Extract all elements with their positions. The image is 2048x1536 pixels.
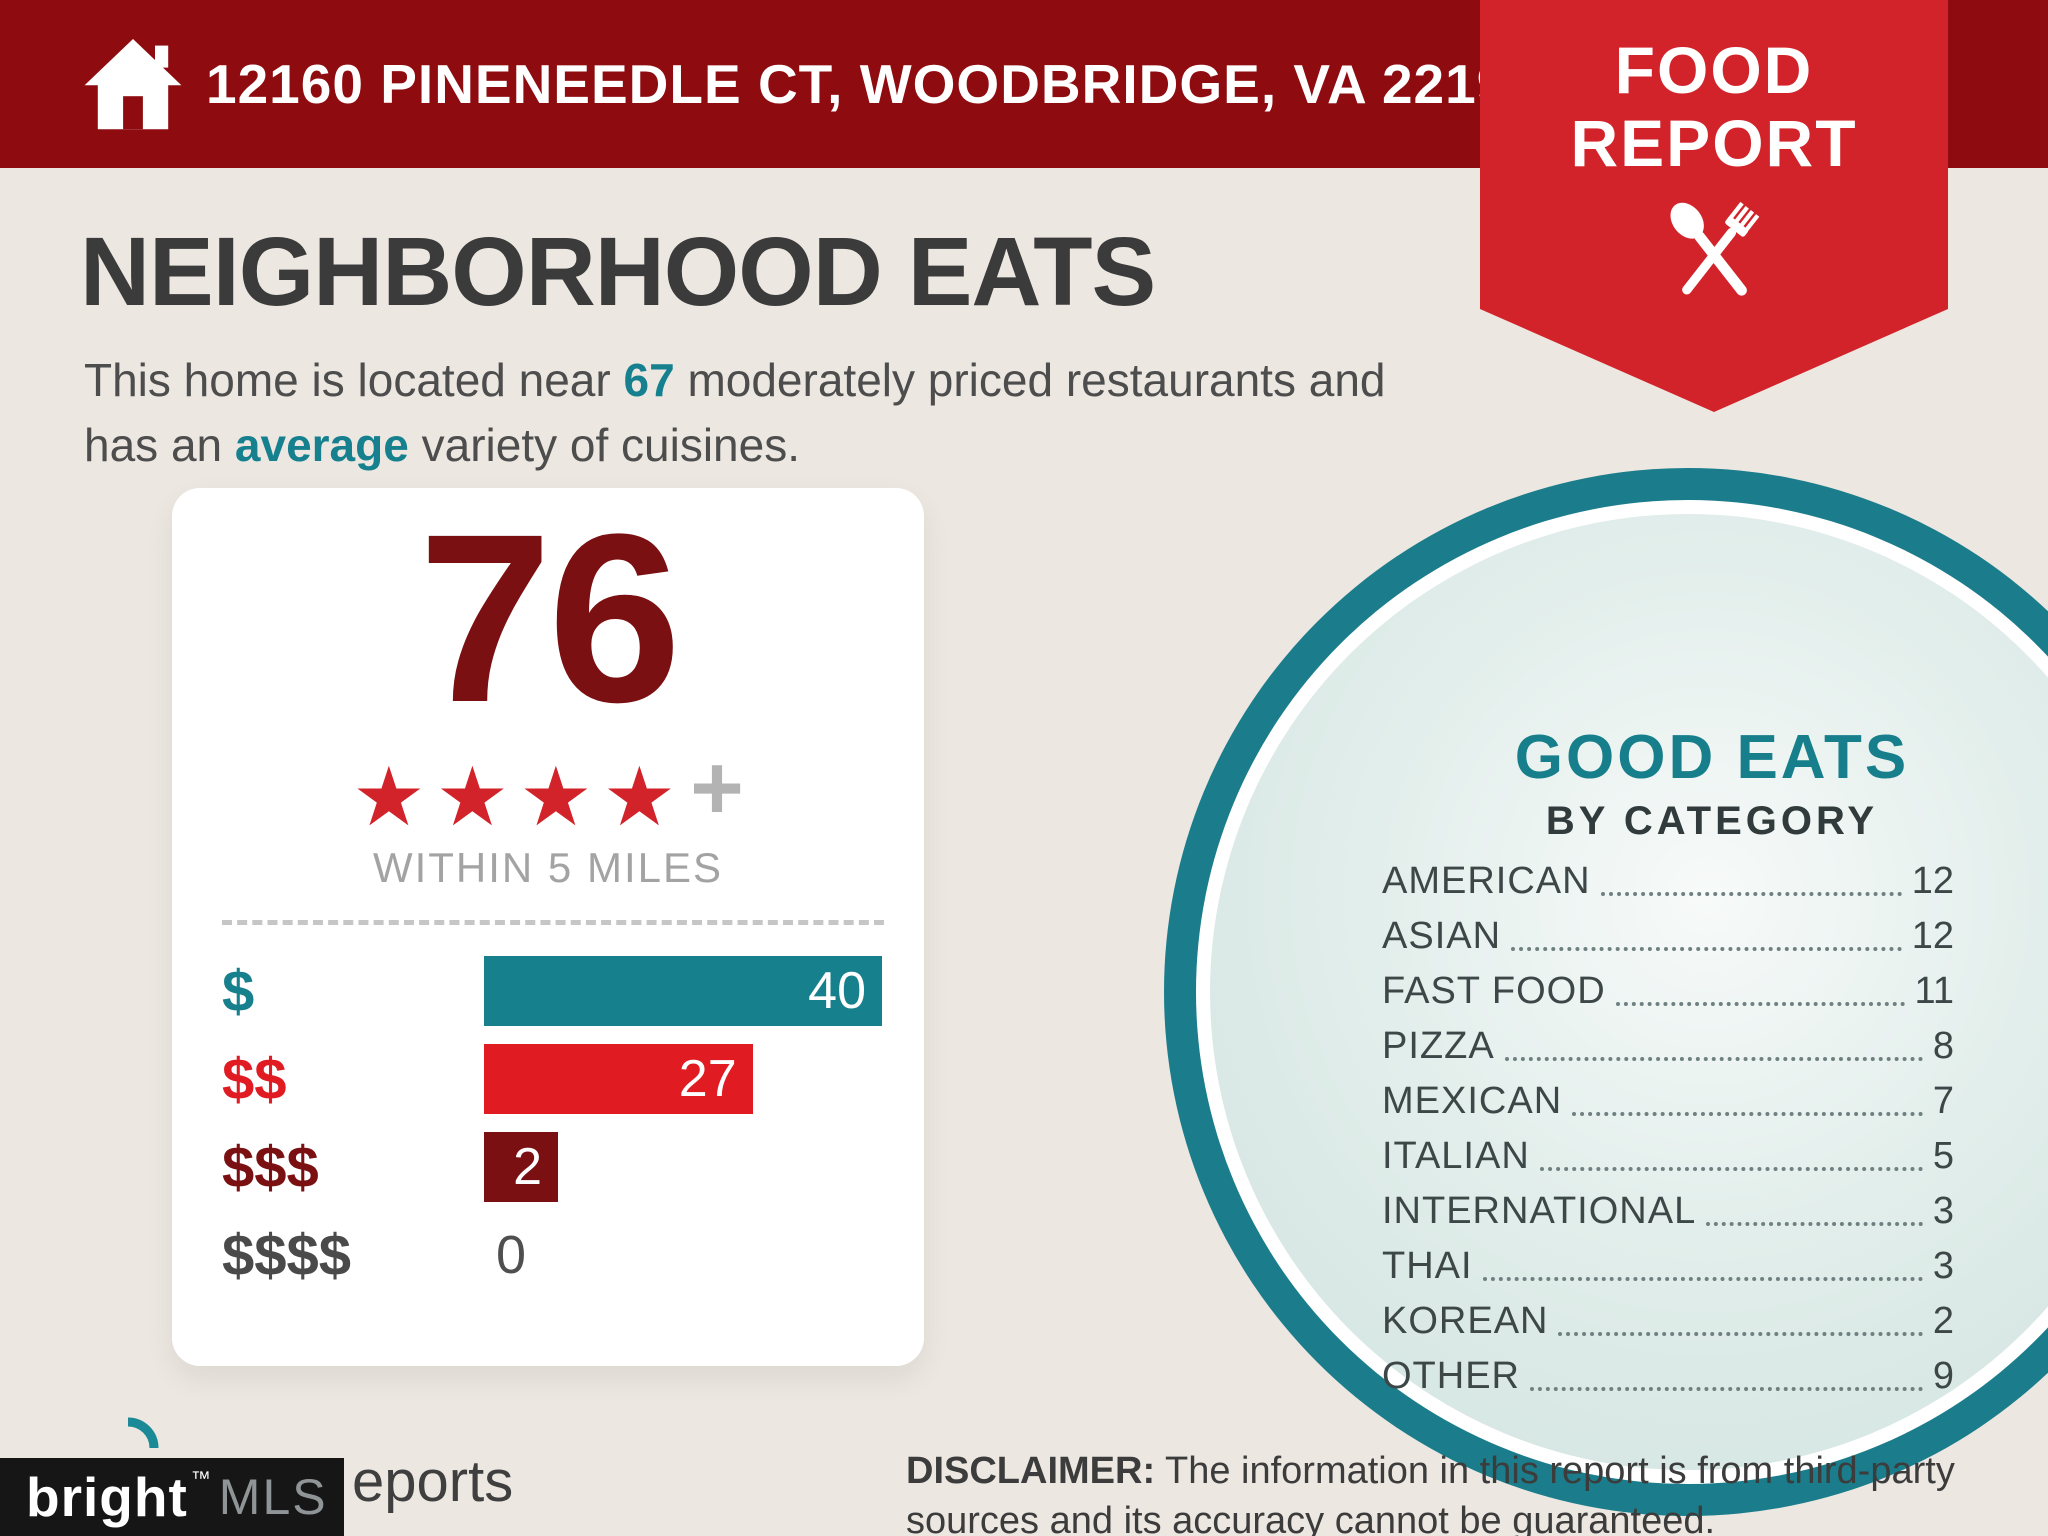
category-list: AMERICAN 12 ASIAN 12 FAST FOOD 11 PIZZA 8 MEXICA… [1382,854,1954,1404]
category-count: 3 [1932,1190,1954,1232]
category-count: 5 [1932,1135,1954,1177]
dotted-leader [1511,947,1902,951]
category-count: 8 [1932,1025,1954,1067]
category-row: MEXICAN 7 [1382,1074,1954,1129]
dotted-leader [1706,1222,1923,1226]
bar-value: 40 [808,962,866,1020]
price-tier-label: $$$$ [222,1222,352,1288]
category-label: PIZZA [1382,1025,1495,1067]
bar-value: 0 [496,1225,527,1285]
divider-dashed [222,920,884,925]
disclaimer: DISCLAIMER: The information in this repo… [906,1446,1986,1536]
category-row: FAST FOOD 11 [1382,964,1954,1019]
circle-white-ring [1196,500,2048,1484]
category-label: ITALIAN [1382,1135,1530,1177]
price-tier-label: $$ [222,1046,287,1112]
reports-logo-icon [96,1416,160,1480]
category-label: OTHER [1382,1355,1520,1397]
category-row: KOREAN 2 [1382,1294,1954,1349]
price-bar-row: $$$ 2 [222,1132,884,1202]
price-bar-row: $$ 27 [222,1044,884,1114]
spoon-fork-icon [1648,189,1780,321]
good-eats-panel: GOOD EATS BY CATEGORY [1362,722,2048,844]
category-count: 2 [1932,1300,1954,1342]
food-score: 76 [418,484,682,752]
plus-icon: + [690,737,744,839]
dotted-leader [1504,1057,1923,1061]
radius-label: WITHIN 5 MILES [372,844,724,891]
category-count: 11 [1914,970,1954,1012]
price-bar-row: $40 [222,956,884,1026]
intro-segment: moderately priced restaurants and [674,354,1386,406]
category-row: PIZZA 8 [1382,1019,1954,1074]
restaurant-count: 67 [623,354,675,406]
bar-track: 0 [484,1220,884,1290]
intro-segment: has an [84,419,235,472]
bar-track: 27 [484,1044,884,1114]
bright-mls-logo: bright ™ MLS [0,1458,344,1536]
category-label: AMERICAN [1382,860,1591,902]
dotted-leader [1600,892,1902,896]
category-label: KOREAN [1382,1300,1549,1342]
dotted-leader [1530,1387,1923,1391]
category-count: 12 [1911,860,1954,902]
home-icon [78,28,188,138]
price-bars: $40 $$ 27 $$$ 2 $$$$ 0 [222,956,884,1308]
bar-fill: 2 [484,1132,558,1202]
category-count: 9 [1932,1355,1954,1397]
category-count: 3 [1932,1245,1954,1287]
bright-logo-text: bright [26,1466,188,1528]
bar-fill: 40 [484,956,882,1026]
circle-inner-fill [1210,514,2048,1470]
intro-segment: This home is located near [84,354,624,406]
price-bar-row: $$$$ 0 [222,1220,884,1290]
disclaimer-label: DISCLAIMER: [906,1450,1156,1492]
bar-fill: 27 [484,1044,753,1114]
good-eats-title: GOOD EATS [1514,723,1910,792]
disclaimer-text: The information in this report is from t… [906,1450,1955,1536]
dotted-leader [1539,1167,1923,1171]
category-label: THAI [1382,1245,1473,1287]
trademark-symbol: ™ [190,1468,211,1490]
property-address: 12160 PINENEEDLE CT, WOODBRIDGE, VA 2219… [206,53,1540,115]
category-label: FAST FOOD [1382,970,1606,1012]
badge-title-line1: FOOD [1614,33,1814,107]
bar-track: 2 [484,1132,884,1202]
star-icons: ★★★★ [352,752,687,843]
category-row: AMERICAN 12 [1382,854,1954,909]
category-count: 12 [1911,915,1954,957]
good-eats-subtitle: BY CATEGORY [1545,799,1879,843]
category-row: INTERNATIONAL 3 [1382,1184,1954,1239]
category-row: ASIAN 12 [1382,909,1954,964]
category-row: ITALIAN 5 [1382,1129,1954,1184]
dotted-leader [1482,1277,1923,1281]
good-eats-circle [1164,468,2048,1516]
price-tier-label: $$$ [222,1134,319,1200]
bar-value: 27 [678,1050,737,1108]
score-card: 76 ★★★★+ WITHIN 5 MILES $40 $$ 27 $$$ 2 $$$$ 0 [172,488,924,1366]
category-count: 7 [1932,1080,1954,1122]
category-label: INTERNATIONAL [1382,1190,1697,1232]
dotted-leader [1572,1112,1923,1116]
category-row: THAI 3 [1382,1239,1954,1294]
bar-value: 2 [513,1138,542,1196]
badge-title-line2: REPORT [1570,105,1858,180]
bar-track: 40 [484,956,884,1026]
food-report-badge: FOOD REPORT [1480,0,1948,412]
dotted-leader [1558,1332,1923,1336]
intro-segment: variety of cuisines. [408,419,800,472]
reports-wordmark-partial: eports [352,1449,514,1514]
page-title: NEIGHBORHOOD EATS [80,217,1156,326]
category-label: MEXICAN [1382,1080,1563,1122]
price-tier-label: $ [222,958,255,1024]
mls-logo-text: MLS [218,1469,328,1525]
category-row: OTHER 9 [1382,1349,1954,1404]
star-rating: ★★★★+ [172,736,924,845]
badge-title: FOOD REPORT [1480,34,1948,179]
variety-highlight: average [234,419,409,472]
category-label: ASIAN [1382,915,1502,957]
intro-text: This home is located near 67 moderately … [84,348,1386,479]
dotted-leader [1615,1002,1905,1006]
